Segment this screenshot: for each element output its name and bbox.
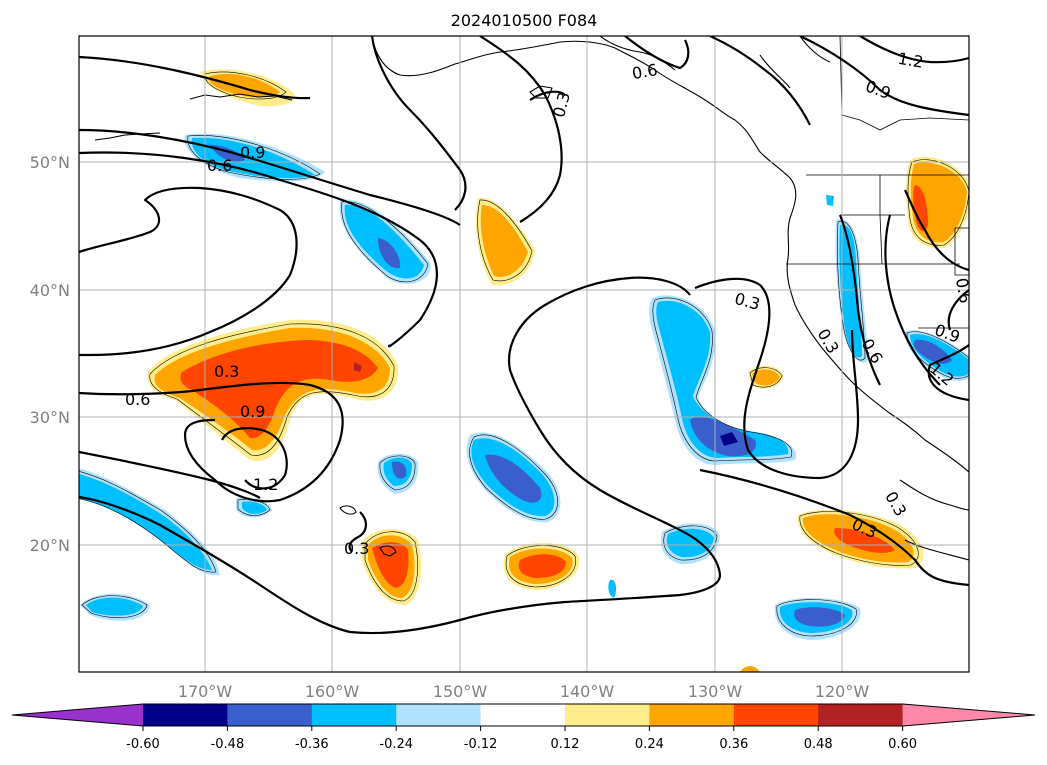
contour-label: 0.3: [549, 90, 574, 120]
colorbar-tick-label: -0.48: [211, 737, 245, 752]
contour-label: 0.6: [207, 156, 232, 175]
contour-label: 0.6: [952, 276, 975, 304]
colorbar-tick-label: -0.60: [126, 737, 160, 752]
colorbar-tick-label: -0.36: [295, 737, 329, 752]
colorbar-segment: [143, 704, 228, 726]
colorbar-segment: [480, 704, 566, 726]
colorbar-tick-label: 0.48: [804, 737, 833, 752]
colorbar-segment: [396, 704, 482, 726]
lon-label: 120°W: [815, 682, 870, 701]
lon-label: 170°W: [178, 682, 233, 701]
colorbar: -0.60 -0.48 -0.36 -0.24 -0.12 0.12 0.24 0.36 0.4…: [11, 703, 1036, 752]
contour-label: 0.3: [813, 325, 842, 357]
map-frame: [78, 35, 970, 673]
contour-label: 1.2: [896, 49, 924, 72]
contour-label: 0.6: [631, 60, 659, 83]
colorbar-tick-label: 0.12: [551, 737, 580, 752]
lat-label: 20°N: [30, 536, 70, 555]
contour-label: 0.9: [863, 76, 893, 103]
colorbar-tick-label: 0.24: [635, 737, 664, 752]
contour-label: 0.9: [240, 143, 265, 162]
colorbar-segment: [818, 704, 904, 726]
contour-label: 1.2: [253, 475, 278, 494]
colorbar-tick-label: 0.36: [719, 737, 748, 752]
contour-label: 0.9: [240, 402, 265, 421]
longitude-labels: 170°W 160°W 150°W 140°W 130°W 120°W: [178, 682, 870, 701]
lat-label: 50°N: [30, 153, 70, 172]
lat-label: 30°N: [30, 408, 70, 427]
gridlines: [79, 36, 969, 672]
colorbar-segment: [733, 704, 819, 726]
shading-outlines: [79, 71, 969, 637]
colorbar-segment: [565, 704, 650, 726]
lon-label: 150°W: [433, 682, 488, 701]
lon-label: 130°W: [688, 682, 743, 701]
lon-label: 160°W: [305, 682, 360, 701]
contour-lines: [79, 36, 969, 635]
colorbar-extend-low: [12, 704, 143, 726]
contour-label: 0.3: [733, 289, 763, 314]
contour-label: 0.3: [214, 362, 239, 381]
map-title: 2024010500 F084: [451, 11, 598, 30]
contour-label: 0.3: [881, 488, 910, 520]
colorbar-segment: [649, 704, 735, 726]
colorbar-tick-label: 0.60: [888, 737, 917, 752]
map-area: 0.9 0.6 0.3 0.6 0.9 1.2 0.3 0.3 0.3 0.3 …: [79, 36, 975, 672]
colorbar-segment: [227, 704, 313, 726]
latitude-labels: 50°N 40°N 30°N 20°N: [30, 153, 70, 555]
colorbar-extend-high: [902, 704, 1035, 726]
contour-label: 0.3: [344, 539, 369, 558]
contour-label: 0.6: [125, 390, 150, 409]
lat-label: 40°N: [30, 281, 70, 300]
colorbar-segment: [311, 704, 397, 726]
colorbar-tick-label: -0.12: [464, 737, 498, 752]
lon-label: 140°W: [560, 682, 615, 701]
colorbar-tick-label: -0.24: [379, 737, 413, 752]
